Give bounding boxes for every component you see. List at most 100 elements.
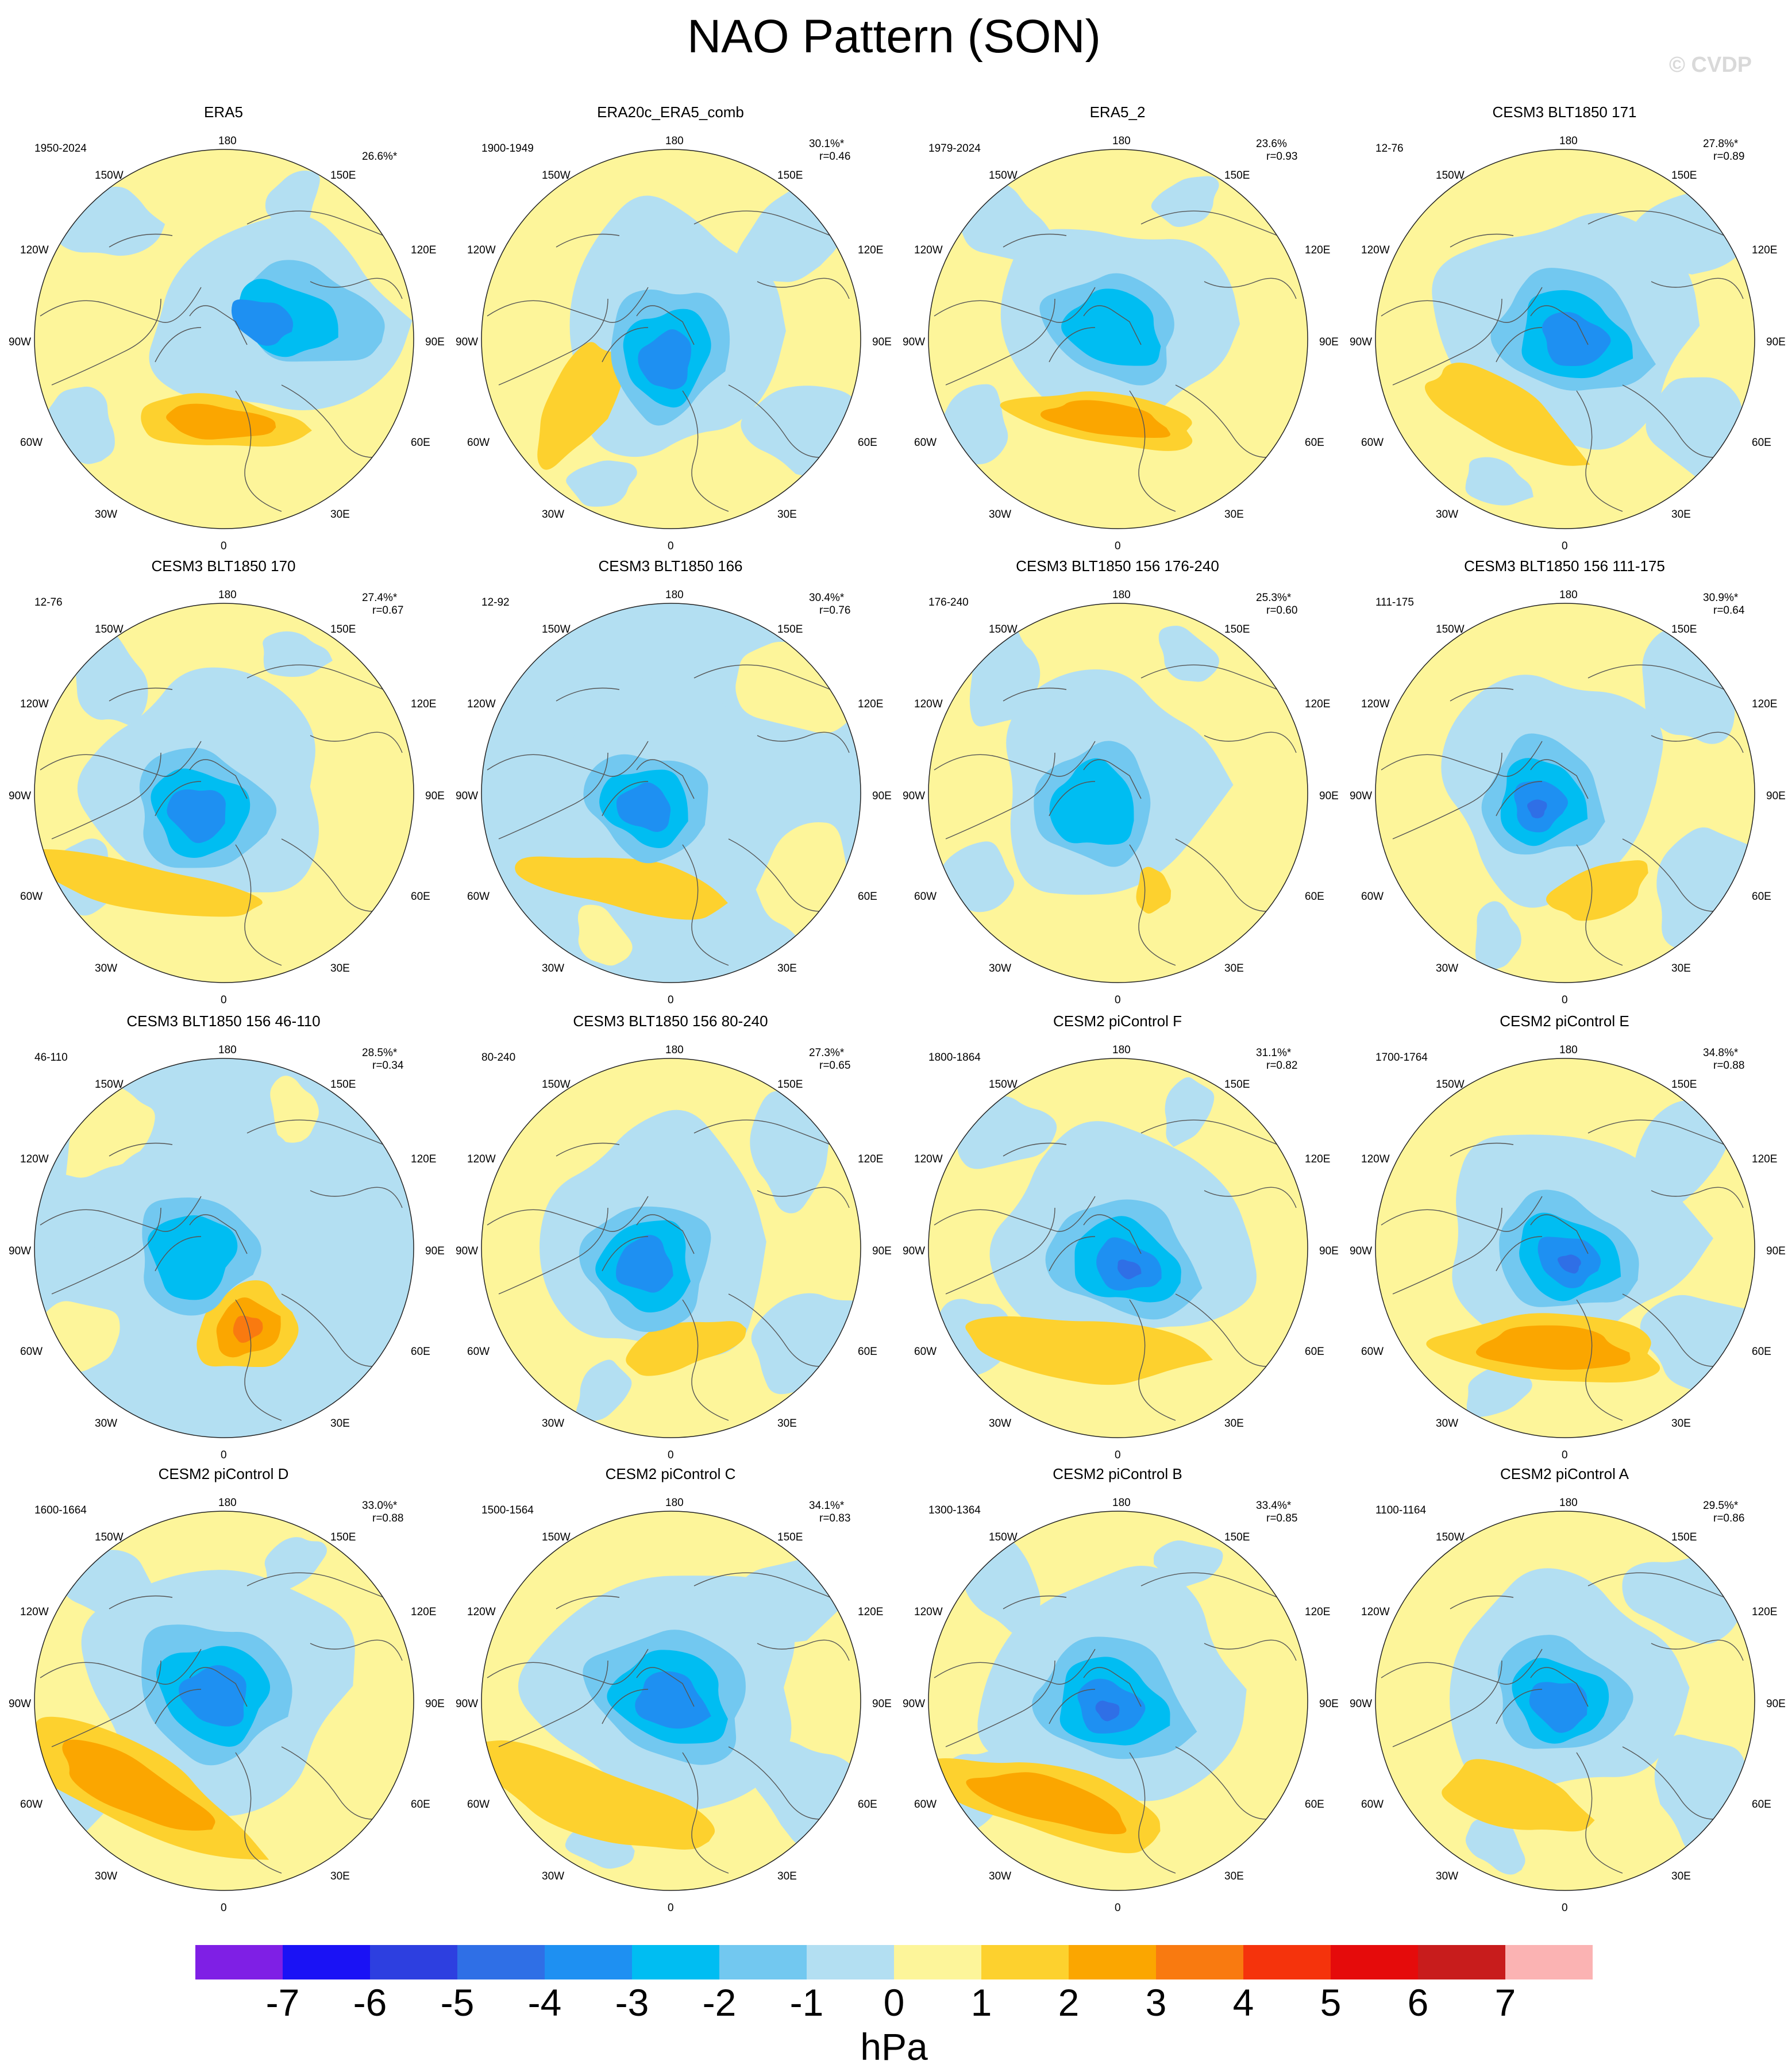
longitude-label: 180 (665, 1497, 684, 1509)
polar-map (1375, 149, 1755, 529)
longitude-label: 120W (914, 698, 943, 710)
longitude-label: 30W (1436, 1418, 1459, 1430)
positive-anomaly-contour (537, 342, 626, 470)
panel-title: CESM3 BLT1850 170 (151, 557, 296, 575)
colorbar-tick-label: 0 (883, 1981, 905, 2024)
longitude-label: 30E (1224, 509, 1244, 521)
longitude-label: 120W (20, 244, 49, 256)
longitude-label: 0 (1562, 540, 1568, 552)
panel-title: CESM2 piControl F (1053, 1012, 1182, 1030)
panel-variance-explained: 30.4%* (809, 592, 845, 604)
negative-anomaly-contour (1095, 1700, 1120, 1721)
colorbar-swatch (807, 1945, 895, 1979)
negative-anomaly-contour (1061, 288, 1161, 366)
longitude-label: 60W (467, 1798, 490, 1811)
longitude-label: 0 (668, 1902, 674, 1914)
longitude-label: 120E (858, 698, 884, 710)
longitude-label: 90W (456, 1698, 479, 1710)
longitude-label: 120E (1752, 698, 1778, 710)
panel-title: CESM2 piControl D (158, 1465, 289, 1482)
map-panel: CESM3 BLT1850 171 12-76 27.8%* r=0.89 180 150… (1341, 98, 1788, 552)
negative-anomaly-contour (167, 789, 226, 844)
longitude-label: 0 (1115, 1449, 1121, 1461)
longitude-label: 90W (1350, 336, 1373, 348)
longitude-label: 60W (914, 437, 937, 449)
longitude-label: 0 (1562, 994, 1568, 1006)
longitude-label: 180 (1559, 135, 1578, 147)
panel-pattern-correlation: r=0.34 (372, 1060, 404, 1072)
longitude-label: 90W (903, 790, 926, 802)
longitude-label: 90E (872, 790, 892, 802)
longitude-label: 150W (989, 170, 1018, 182)
positive-anomaly-contour (966, 1772, 1127, 1835)
coastlines (1381, 1572, 1744, 1874)
longitude-label: 120W (1361, 698, 1390, 710)
longitude-label: 120W (1361, 1606, 1390, 1618)
positive-anomaly-contour (1040, 400, 1170, 438)
map-boundary (1375, 1511, 1755, 1891)
colorbar-swatch (1505, 1945, 1593, 1979)
longitude-label: 0 (1115, 1902, 1121, 1914)
longitude-label: 150E (330, 623, 356, 636)
longitude-label: 150W (1436, 1531, 1465, 1543)
longitude-label: 120E (1752, 1153, 1778, 1165)
longitude-label: 120W (467, 1153, 496, 1165)
longitude-label: 60W (1361, 437, 1384, 449)
longitude-label: 30E (777, 962, 797, 975)
panel-variance-explained: 34.8%* (1703, 1047, 1739, 1059)
panel-title: CESM3 BLT1850 156 176-240 (1016, 557, 1219, 575)
longitude-label: 30E (1671, 509, 1691, 521)
longitude-label: 150E (330, 1079, 356, 1091)
map-boundary (928, 1511, 1308, 1891)
map-panel: ERA20c_ERA5_comb 1900-1949 30.1%* r=0.46 180… (447, 98, 894, 552)
longitude-label: 120E (1752, 1606, 1778, 1618)
longitude-label: 150E (1671, 623, 1697, 636)
longitude-label: 30W (95, 1418, 118, 1430)
longitude-label: 30W (95, 1870, 118, 1882)
longitude-label: 150E (1224, 1531, 1250, 1543)
longitude-label: 180 (218, 135, 237, 147)
positive-anomaly-contour (515, 856, 728, 920)
longitude-label: 90W (903, 1698, 926, 1710)
panel-variance-explained: 27.4%* (362, 592, 398, 604)
colorbar-swatch (1418, 1945, 1506, 1979)
longitude-label: 120W (467, 698, 496, 710)
longitude-label: 0 (221, 1902, 227, 1914)
panel-pattern-correlation: r=0.89 (1713, 151, 1745, 163)
negative-anomaly-contour (616, 782, 671, 832)
negative-anomaly-contour (1049, 758, 1134, 845)
map-boundary (928, 149, 1308, 529)
map-boundary (928, 1058, 1308, 1438)
longitude-label: 180 (1559, 1497, 1578, 1509)
longitude-label: 120E (858, 1153, 884, 1165)
negative-anomaly-contour (1118, 1260, 1142, 1280)
longitude-label: 120W (914, 244, 943, 256)
panel-pattern-correlation: r=0.88 (1713, 1060, 1745, 1072)
negative-anomaly-contour (1557, 1254, 1581, 1274)
panel-variance-explained: 30.9%* (1703, 592, 1739, 604)
longitude-label: 60W (467, 891, 490, 903)
panel-years: 80-240 (481, 1052, 516, 1064)
colorbar (195, 1945, 1593, 1979)
longitude-label: 180 (665, 135, 684, 147)
panel-years: 1100-1164 (1375, 1504, 1427, 1516)
longitude-label: 0 (1562, 1449, 1568, 1461)
colorbar-swatch (632, 1945, 720, 1979)
colorbar-swatch (545, 1945, 633, 1979)
polar-map (34, 149, 414, 529)
panel-title: ERA5_2 (1089, 103, 1146, 121)
colorbar-tick-label: 3 (1145, 1981, 1167, 2024)
longitude-label: 120E (411, 1153, 437, 1165)
longitude-label: 90W (9, 1698, 32, 1710)
longitude-label: 150W (542, 170, 571, 182)
longitude-label: 30E (1671, 1418, 1691, 1430)
panel-years: 12-92 (481, 596, 510, 608)
longitude-label: 60W (20, 437, 43, 449)
longitude-label: 30E (1224, 1870, 1244, 1882)
map-boundary (1375, 1058, 1755, 1438)
panel-variance-explained: 29.5%* (1703, 1500, 1739, 1512)
longitude-label: 120W (1361, 244, 1390, 256)
polar-map (34, 603, 414, 983)
polar-map (481, 603, 861, 983)
longitude-label: 90W (903, 336, 926, 348)
